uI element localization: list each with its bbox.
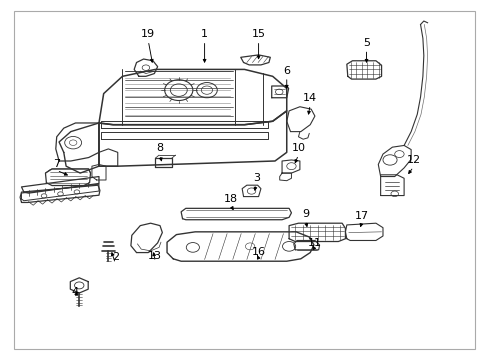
- Text: 14: 14: [303, 93, 317, 103]
- Text: 6: 6: [283, 66, 290, 76]
- Text: 7: 7: [53, 159, 60, 169]
- Text: 4: 4: [71, 287, 78, 297]
- Text: 9: 9: [302, 209, 308, 219]
- Text: 13: 13: [148, 251, 162, 261]
- Text: 12: 12: [406, 156, 420, 166]
- Text: 8: 8: [156, 143, 163, 153]
- Text: 11: 11: [307, 238, 321, 248]
- Text: 16: 16: [251, 247, 265, 257]
- Text: 1: 1: [201, 30, 208, 39]
- Text: 15: 15: [251, 30, 265, 39]
- Text: 18: 18: [223, 194, 237, 203]
- Text: 10: 10: [291, 143, 305, 153]
- Text: 2: 2: [112, 252, 119, 262]
- Text: 3: 3: [252, 173, 259, 183]
- Text: 5: 5: [362, 38, 369, 48]
- Text: 19: 19: [141, 30, 155, 39]
- Text: 17: 17: [354, 211, 368, 221]
